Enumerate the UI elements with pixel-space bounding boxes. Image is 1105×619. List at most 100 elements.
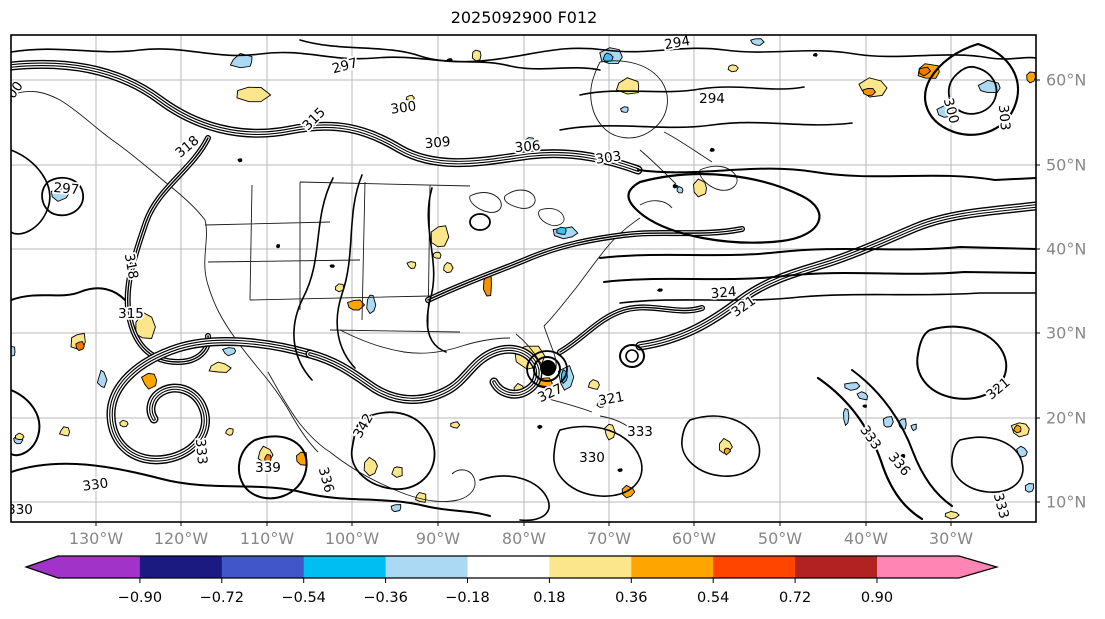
coastline (590, 60, 668, 139)
contour-label: 330 (7, 502, 33, 518)
shaded-region (843, 408, 850, 427)
contour-label: 306 (514, 138, 541, 156)
contour-line (299, 39, 601, 71)
shaded-region (229, 53, 253, 69)
contour-line (109, 339, 312, 462)
colorbar-tick-label: −0.90 (118, 590, 162, 606)
shaded-region (619, 106, 629, 113)
shaded-region (140, 372, 158, 390)
contour-line (851, 369, 953, 507)
shaded-region (617, 468, 623, 473)
contour-label: 336 (315, 465, 337, 494)
contour-line (603, 270, 1036, 283)
contour-line (336, 174, 363, 369)
shaded-region (432, 251, 442, 259)
colorbar-segment (549, 556, 632, 578)
contour-line (11, 389, 41, 457)
colorbar-tick-label: −0.54 (281, 590, 325, 606)
x-tick-label: 60°W (672, 529, 716, 548)
contour-line (579, 86, 805, 96)
colorbar-outline (24, 555, 1000, 579)
contour-line (681, 415, 761, 477)
contour-label: 330 (82, 475, 110, 494)
shaded-region (537, 424, 543, 430)
contour-line (11, 287, 126, 301)
contour-label: 297 (53, 180, 80, 198)
contour-line (637, 167, 1036, 182)
contour-line (426, 187, 447, 353)
colorbar-over-arrow (958, 556, 997, 578)
coastline (339, 329, 511, 354)
contour-label: 333 (192, 438, 210, 465)
contour-line (41, 176, 84, 217)
shaded-region (276, 244, 280, 249)
shaded-region (15, 432, 25, 440)
contour-line (625, 349, 639, 363)
shaded-region (596, 399, 606, 408)
shaded-region (882, 416, 894, 428)
contour-line (947, 65, 998, 115)
storm-marker (540, 360, 556, 376)
colorbar-tick-label: 0.18 (533, 590, 565, 606)
y-tick-label: 30°N (1046, 324, 1086, 343)
colorbar-segment (795, 556, 878, 578)
colorbar-tick-label: 0.54 (697, 590, 729, 606)
shaded-region (693, 178, 707, 198)
contour-lines (11, 39, 1036, 522)
contour-line (11, 462, 491, 517)
x-tick-label: 120°W (154, 529, 209, 548)
shaded-region (430, 225, 450, 248)
coastline (11, 90, 206, 221)
shaded-region (236, 86, 272, 103)
coastline (469, 189, 565, 227)
shaded-region (450, 421, 461, 429)
shaded-region (237, 158, 243, 163)
shaded-region (135, 311, 156, 339)
contour-line (110, 340, 311, 461)
shaded-region (406, 261, 417, 269)
contour-label: 300 (940, 96, 962, 125)
shaded-region (471, 49, 482, 62)
shaded-region (709, 147, 715, 152)
x-tick-label: 90°W (416, 529, 460, 548)
colorbar-segment (631, 556, 714, 578)
colorbar-tick-label: 0.36 (615, 590, 647, 606)
contour-line (951, 436, 1024, 493)
contour-label: 333 (990, 491, 1012, 520)
shaded-region (556, 226, 567, 235)
shaded-region (363, 456, 378, 477)
y-tick-label: 10°N (1046, 493, 1086, 512)
colorbar-segment (303, 556, 387, 578)
contour-line (425, 226, 745, 303)
shaded-region (11, 346, 16, 357)
colorbar-segment (139, 556, 223, 578)
contour-label: 309 (424, 134, 451, 152)
shaded-region (443, 261, 454, 274)
x-axis-labels: 130°W 120°W 110°W 100°W 90°W 80°W 70°W 60°W 50°W… (69, 529, 973, 548)
contour-line (350, 411, 436, 490)
contour-label: 321 (597, 389, 625, 409)
shaded-region (615, 77, 640, 95)
contour-line (816, 376, 924, 521)
coastline (267, 371, 331, 453)
colorbar-tick-label: −0.72 (200, 590, 244, 606)
colorbar-tick-label: 0.72 (779, 590, 811, 606)
contour-line (627, 172, 821, 244)
shaded-region (676, 186, 684, 194)
colorbar-segment (877, 556, 960, 578)
x-tick-label: 30°W (929, 529, 973, 548)
x-tick-label: 100°W (325, 529, 380, 548)
x-tick-label: 130°W (69, 529, 124, 548)
contour-label: 330 (579, 450, 605, 466)
contour-line (553, 425, 643, 497)
colorbar-segment (221, 556, 305, 578)
shaded-region (1026, 71, 1036, 84)
contour-label: 294 (699, 91, 725, 107)
contour-line (469, 213, 491, 231)
coastlines (11, 60, 738, 503)
shaded-region (727, 64, 739, 73)
x-tick-label: 40°W (844, 529, 888, 548)
contour-label: 318 (121, 252, 141, 280)
shaded-region (329, 264, 335, 268)
contour-line (11, 63, 639, 171)
